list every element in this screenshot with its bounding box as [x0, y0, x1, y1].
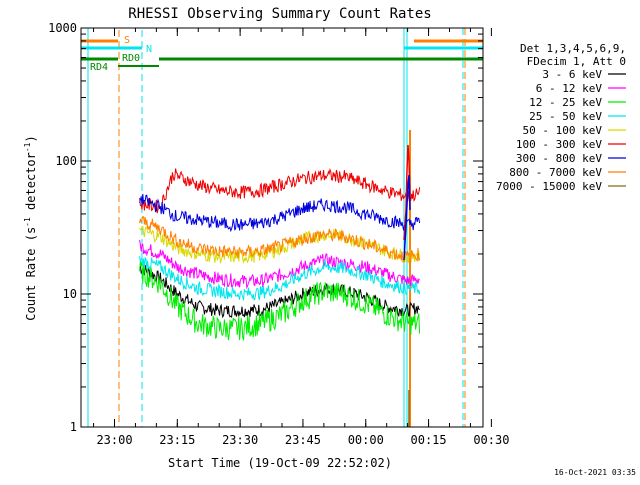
y-label-sup1: -1 [23, 217, 32, 227]
y-label-sup2: -1 [23, 142, 32, 152]
flag-label-s: S [124, 35, 130, 46]
x-tick-label-1: 23:15 [159, 433, 195, 447]
x-tick-label-2: 23:30 [222, 433, 258, 447]
x-tick-label-6: 00:30 [473, 433, 509, 447]
series-line-5 [139, 168, 421, 214]
series-line-2 [139, 260, 421, 342]
x-tick-label-5: 00:15 [411, 433, 447, 447]
legend-entry-1: 6 - 12 keV [536, 82, 603, 95]
legend: Det 1,3,4,5,6,9,FDecim 1, Att 03 - 6 keV… [496, 42, 626, 193]
series-line-1 [139, 239, 420, 290]
series-line-0 [139, 264, 420, 319]
legend-entry-3: 25 - 50 keV [529, 110, 602, 123]
y-tick-label-3: 1000 [48, 21, 77, 35]
y-tick-label-1: 10 [63, 287, 77, 301]
instrument-flags: S N RD0 RD4 [81, 28, 483, 427]
legend-entry-8: 7000 - 15000 keV [496, 180, 602, 193]
chart-title: RHESSI Observing Summary Count Rates [128, 6, 431, 22]
legend-entry-5: 100 - 300 keV [516, 138, 602, 151]
legend-entry-0: 3 - 6 keV [542, 68, 602, 81]
y-label-main: Count Rate (s [24, 227, 38, 321]
legend-entry-6: 300 - 800 keV [516, 152, 602, 165]
legend-header-0: Det 1,3,4,5,6,9, [520, 42, 626, 55]
x-tick-label-4: 00:00 [348, 433, 384, 447]
y-axis: 1 10 100 1000 [48, 21, 483, 434]
x-axis-label: Start Time (19-Oct-09 22:52:02) [168, 456, 392, 470]
series-line-6 [139, 193, 421, 233]
series-line-4 [139, 225, 421, 264]
x-tick-label-0: 23:00 [96, 433, 132, 447]
flag-label-rd4: RD4 [90, 62, 108, 73]
series-spike-blue [403, 174, 411, 261]
series-spike-red [403, 144, 411, 241]
y-tick-label-0: 1 [70, 420, 77, 434]
legend-entry-4: 50 - 100 keV [523, 124, 603, 137]
flag-label-n: N [146, 44, 152, 55]
legend-entry-7: 800 - 7000 keV [509, 166, 602, 179]
legend-header-1: FDecim 1, Att 0 [527, 55, 626, 68]
timestamp: 16-Oct-2021 03:35 [554, 468, 636, 477]
series-line-7 [139, 215, 421, 263]
series-lines [139, 144, 421, 342]
series-line-3 [139, 255, 421, 301]
y-label-end: ) [24, 135, 38, 142]
y-tick-label-2: 100 [55, 154, 77, 168]
y-axis-label: Count Rate (s-1 detector-1) [23, 135, 38, 320]
x-tick-label-3: 23:45 [285, 433, 321, 447]
flag-label-rd0: RD0 [122, 53, 140, 64]
legend-entry-2: 12 - 25 keV [529, 96, 602, 109]
x-axis: 23:00 23:15 23:30 23:45 00:00 00:15 00:30 [93, 28, 509, 447]
y-label-mid: detector [24, 152, 38, 217]
